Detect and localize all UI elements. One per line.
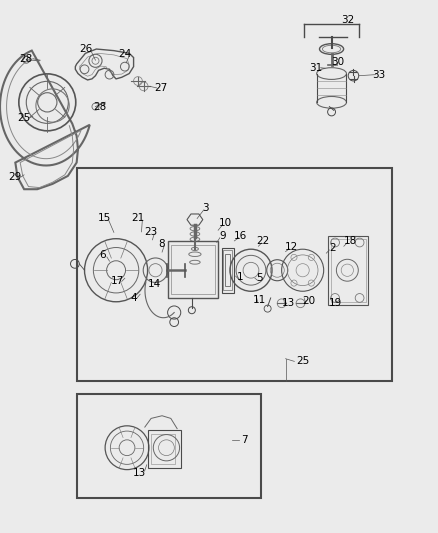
Text: 31: 31 bbox=[310, 63, 323, 72]
Text: 21: 21 bbox=[131, 213, 145, 223]
Text: 11: 11 bbox=[253, 295, 266, 304]
Bar bbox=[222, 248, 234, 293]
Bar bbox=[331, 239, 366, 302]
Text: 18: 18 bbox=[344, 236, 357, 246]
Text: 29: 29 bbox=[9, 172, 22, 182]
Text: 10: 10 bbox=[219, 218, 232, 228]
Text: 20: 20 bbox=[302, 296, 315, 306]
Bar bbox=[151, 434, 175, 464]
Text: 23: 23 bbox=[145, 227, 158, 237]
Text: 28: 28 bbox=[93, 102, 106, 111]
Text: 33: 33 bbox=[372, 70, 385, 79]
Text: 32: 32 bbox=[342, 15, 355, 25]
Text: 12: 12 bbox=[285, 242, 298, 252]
Text: 25: 25 bbox=[297, 357, 310, 366]
Text: 8: 8 bbox=[158, 239, 165, 248]
Bar bbox=[148, 430, 181, 468]
Bar bbox=[223, 250, 232, 290]
Bar bbox=[77, 168, 392, 381]
Text: 26: 26 bbox=[79, 44, 92, 54]
Text: 15: 15 bbox=[98, 213, 111, 223]
Bar bbox=[328, 236, 368, 305]
Text: 27: 27 bbox=[155, 83, 168, 93]
Text: 7: 7 bbox=[241, 435, 248, 445]
Text: 14: 14 bbox=[148, 279, 161, 288]
Text: 22: 22 bbox=[256, 236, 269, 246]
Text: 19: 19 bbox=[328, 298, 342, 308]
Text: 28: 28 bbox=[20, 54, 33, 63]
Text: 16: 16 bbox=[233, 231, 247, 240]
Text: 24: 24 bbox=[118, 50, 131, 59]
Text: 5: 5 bbox=[256, 273, 263, 283]
Text: 1: 1 bbox=[237, 272, 244, 282]
Text: 13: 13 bbox=[133, 469, 146, 478]
Text: 2: 2 bbox=[329, 243, 336, 253]
Text: 17: 17 bbox=[111, 277, 124, 286]
Text: 30: 30 bbox=[331, 58, 344, 67]
Bar bbox=[225, 254, 230, 286]
Text: 13: 13 bbox=[282, 298, 295, 308]
Text: 6: 6 bbox=[99, 250, 106, 260]
Bar bbox=[77, 394, 261, 498]
Text: 25: 25 bbox=[18, 114, 31, 123]
Text: 4: 4 bbox=[130, 294, 137, 303]
Text: 3: 3 bbox=[201, 203, 208, 213]
Text: 9: 9 bbox=[219, 231, 226, 240]
